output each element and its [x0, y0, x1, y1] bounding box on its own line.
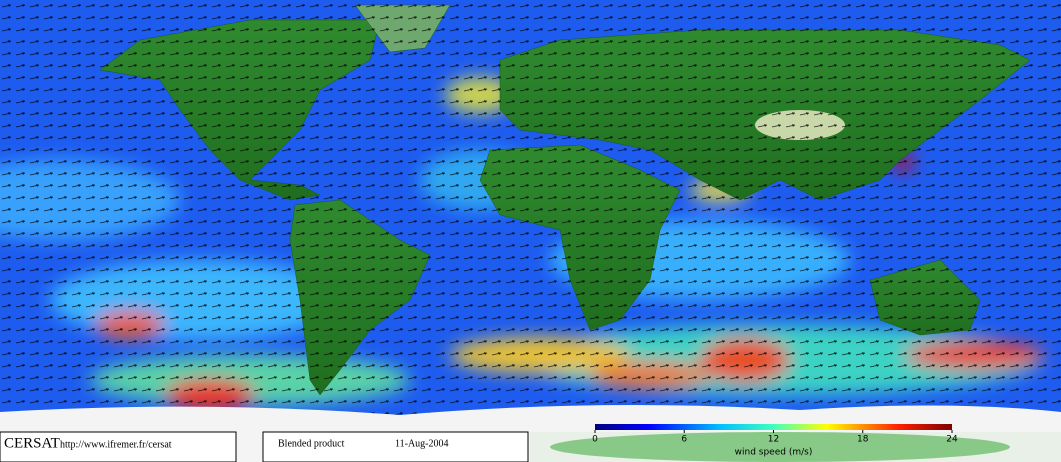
colorbar-tick-label: 12: [768, 435, 779, 445]
url: http://www.ifremer.fr/cersat: [60, 439, 172, 450]
product-box: [262, 431, 529, 462]
logo-box: [0, 431, 237, 462]
wind-arrows: [0, 0, 1061, 432]
colorbar-tick-label: 6: [681, 435, 687, 445]
colorbar-tick-label: 24: [946, 435, 958, 445]
product: Blended product: [278, 438, 345, 449]
colorbar-label: wind speed (m/s): [735, 448, 813, 458]
logo: CERSAT: [4, 435, 60, 451]
colorbar-tick-label: 18: [857, 435, 869, 445]
date: 11-Aug-2004: [395, 438, 449, 449]
colorbar: [595, 424, 952, 430]
colorbar-tick-label: 0: [592, 435, 598, 445]
